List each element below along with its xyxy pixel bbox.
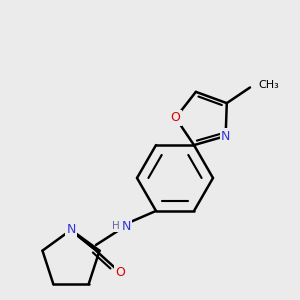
Text: N: N — [121, 220, 131, 233]
Text: H: H — [112, 221, 120, 231]
Text: O: O — [171, 111, 181, 124]
Text: O: O — [115, 266, 125, 279]
Text: N: N — [221, 130, 230, 142]
Text: CH₃: CH₃ — [258, 80, 279, 91]
Text: N: N — [66, 224, 76, 236]
